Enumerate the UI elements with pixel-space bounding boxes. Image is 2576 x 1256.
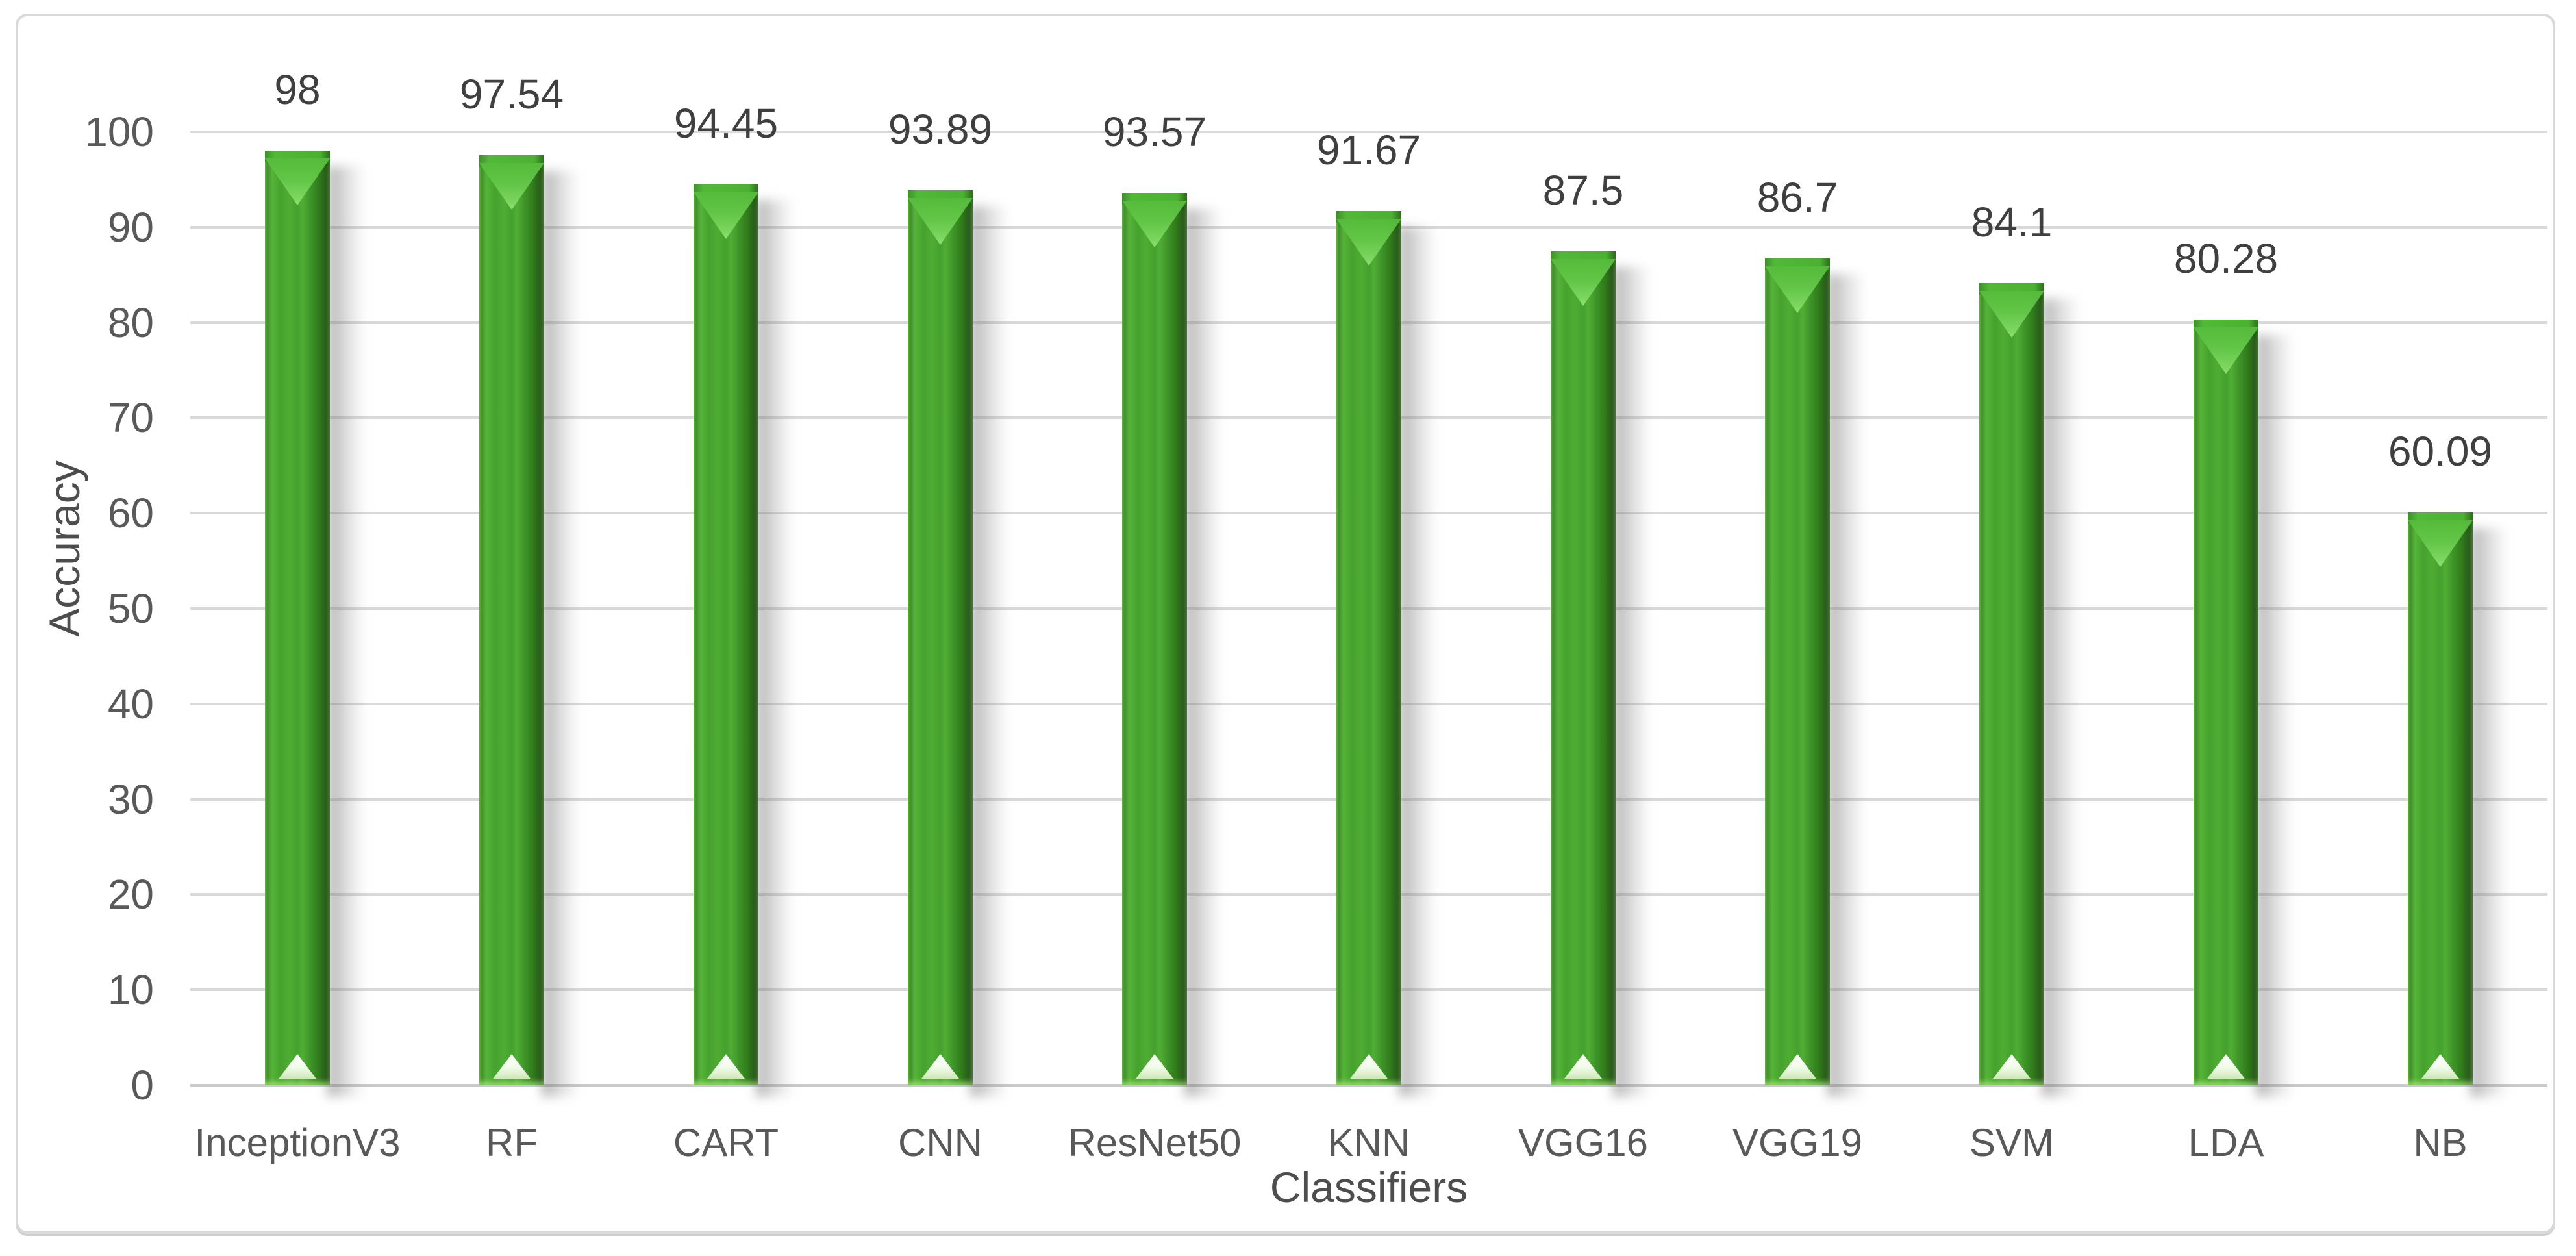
x-category-label: CART (673, 1121, 779, 1164)
x-category-label: LDA (2188, 1121, 2264, 1164)
bar-base-triangle (493, 1054, 531, 1079)
bar-value-label: 80.28 (2173, 235, 2279, 282)
bar (2194, 320, 2258, 1085)
x-category-label: ResNet50 (1068, 1121, 1242, 1164)
bar-base-triangle (1779, 1054, 1816, 1079)
x-category-label: VGG19 (1732, 1121, 1863, 1164)
bar-base-triangle (1136, 1054, 1173, 1079)
chart-frame (16, 14, 2555, 1234)
bar (265, 151, 330, 1085)
bar-base-triangle (921, 1054, 959, 1079)
bar (1336, 211, 1401, 1085)
bar-bevel-chevron (908, 198, 973, 245)
y-tick-label: 100 (84, 108, 154, 155)
bar-value-label: 97.54 (459, 71, 564, 118)
y-tick-label: 60 (107, 490, 154, 536)
bar-bevel-chevron (1336, 219, 1401, 266)
y-tick-label: 30 (107, 776, 154, 823)
y-tick-label: 10 (107, 966, 154, 1013)
gridline (190, 1084, 2547, 1087)
bar-value-label: 93.89 (888, 106, 993, 153)
bar-base-triangle (1564, 1054, 1602, 1079)
bar-base-triangle (2421, 1054, 2459, 1079)
bar-bevel-chevron (694, 192, 758, 239)
bar (1979, 283, 2044, 1085)
bar-value-label: 84.1 (1971, 199, 2053, 245)
bar-base-triangle (279, 1054, 316, 1079)
bar-bevel-chevron (1122, 201, 1187, 247)
bar-value-label: 94.45 (673, 100, 779, 147)
bar (1122, 193, 1187, 1085)
bar-base-triangle (1350, 1054, 1388, 1079)
x-category-label: KNN (1327, 1121, 1410, 1164)
x-category-label: RF (486, 1121, 538, 1164)
bar-bevel-chevron (2408, 520, 2473, 567)
y-tick-label: 50 (107, 585, 154, 632)
x-axis-title: Classifiers (1269, 1163, 1468, 1211)
bar-value-label: 93.57 (1102, 108, 1207, 155)
bar-value-label: 91.67 (1316, 127, 1421, 173)
gridline (190, 131, 2547, 133)
bar-base-triangle (707, 1054, 745, 1079)
x-category-label: SVM (1969, 1121, 2055, 1164)
bar-value-label: 86.7 (1757, 174, 1838, 221)
bar-value-label: 87.5 (1542, 167, 1624, 214)
y-axis-title: Accuracy (40, 460, 88, 637)
y-tick-label: 40 (107, 681, 154, 727)
bar-base-triangle (1993, 1054, 2031, 1079)
bar-value-label: 60.09 (2388, 428, 2493, 475)
bar (908, 190, 973, 1085)
y-tick-label: 0 (131, 1062, 154, 1109)
x-category-label: VGG16 (1518, 1121, 1649, 1164)
x-category-label: InceptionV3 (194, 1121, 401, 1164)
x-category-label: CNN (898, 1121, 982, 1164)
bar-value-label: 98 (274, 66, 321, 113)
bar-bevel-chevron (1551, 259, 1616, 306)
y-tick-label: 20 (107, 871, 154, 918)
bar (2408, 512, 2473, 1085)
y-tick-label: 70 (107, 394, 154, 441)
bar-bevel-chevron (265, 158, 330, 205)
y-tick-label: 90 (107, 204, 154, 251)
y-tick-label: 80 (107, 299, 154, 346)
bar-bevel-chevron (1765, 266, 1830, 313)
bar-bevel-chevron (2194, 327, 2258, 374)
x-category-label: NB (2413, 1121, 2468, 1164)
bar (1551, 251, 1616, 1085)
bar-base-triangle (2207, 1054, 2245, 1079)
bar-bevel-chevron (1979, 291, 2044, 338)
bar (479, 155, 544, 1085)
bar (694, 184, 758, 1085)
bar (1765, 258, 1830, 1085)
bar-bevel-chevron (479, 163, 544, 210)
